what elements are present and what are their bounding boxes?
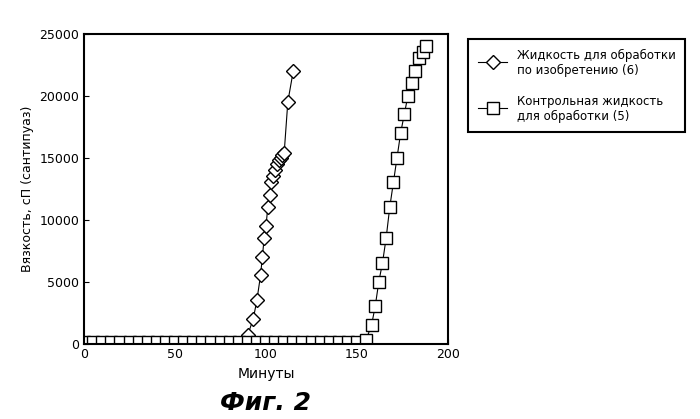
Жидкость для обработки
по изобретению (6)	[256, 273, 265, 278]
Контрольная жидкость
для обработки (5)	[171, 340, 179, 345]
Контрольная жидкость
для обработки (5)	[89, 340, 97, 345]
Контрольная жидкость
для обработки (5)	[198, 340, 206, 345]
Жидкость для обработки
по изобретению (6)	[274, 158, 283, 163]
Контрольная жидкость
для обработки (5)	[253, 340, 261, 345]
Жидкость для обработки
по изобретению (6)	[271, 168, 279, 173]
Контрольная жидкость
для обработки (5)	[389, 180, 398, 185]
Контрольная жидкость
для обработки (5)	[371, 304, 379, 309]
Контрольная жидкость
для обработки (5)	[335, 340, 343, 345]
Контрольная жидкость
для обработки (5)	[271, 340, 279, 345]
Контрольная жидкость
для обработки (5)	[400, 111, 409, 116]
Контрольная жидкость
для обработки (5)	[189, 340, 197, 345]
Контрольная жидкость
для обработки (5)	[411, 68, 419, 73]
Контрольная жидкость
для обработки (5)	[386, 204, 394, 210]
Контрольная жидкость
для обработки (5)	[225, 340, 234, 345]
Контрольная жидкость
для обработки (5)	[216, 340, 225, 345]
Жидкость для обработки
по изобретению (6)	[289, 68, 298, 73]
Контрольная жидкость
для обработки (5)	[382, 235, 391, 241]
Контрольная жидкость
для обработки (5)	[414, 56, 423, 61]
Контрольная жидкость
для обработки (5)	[316, 340, 325, 345]
Жидкость для обработки
по изобретению (6)	[278, 153, 286, 158]
Контрольная жидкость
для обработки (5)	[396, 130, 405, 135]
Жидкость для обработки
по изобретению (6)	[284, 99, 292, 104]
Контрольная жидкость
для обработки (5)	[134, 340, 143, 345]
Контрольная жидкость
для обработки (5)	[116, 340, 125, 345]
Контрольная жидкость
для обработки (5)	[344, 340, 352, 345]
Line: Жидкость для обработки
по изобретению (6): Жидкость для обработки по изобретению (6…	[239, 66, 298, 345]
Y-axis label: Вязкость, сП (сантипуаз): Вязкость, сП (сантипуаз)	[21, 105, 34, 272]
Жидкость для обработки
по изобретению (6)	[267, 180, 276, 185]
Legend: Жидкость для обработки
по изобретению (6), Контрольная жидкость
для обработки (5: Жидкость для обработки по изобретению (6…	[468, 39, 685, 132]
Контрольная жидкость
для обработки (5)	[234, 340, 243, 345]
Контрольная жидкость
для обработки (5)	[374, 279, 383, 284]
Контрольная жидкость
для обработки (5)	[289, 340, 298, 345]
Жидкость для обработки
по изобретению (6)	[249, 316, 258, 321]
Контрольная жидкость
для обработки (5)	[326, 340, 334, 345]
Контрольная жидкость
для обработки (5)	[407, 80, 416, 85]
Контрольная жидкость
для обработки (5)	[419, 49, 427, 54]
Контрольная жидкость
для обработки (5)	[378, 261, 386, 266]
Контрольная жидкость
для обработки (5)	[153, 340, 161, 345]
Контрольная жидкость
для обработки (5)	[362, 337, 370, 342]
Контрольная жидкость
для обработки (5)	[393, 155, 401, 160]
Text: Фиг. 2: Фиг. 2	[220, 391, 312, 415]
Жидкость для обработки
по изобретению (6)	[264, 204, 272, 210]
Контрольная жидкость
для обработки (5)	[307, 340, 316, 345]
Контрольная жидкость
для обработки (5)	[404, 93, 412, 98]
Жидкость для обработки
по изобретению (6)	[265, 192, 274, 197]
Контрольная жидкость
для обработки (5)	[144, 340, 152, 345]
Контрольная жидкость
для обработки (5)	[107, 340, 116, 345]
Line: Контрольная жидкость
для обработки (5): Контрольная жидкость для обработки (5)	[78, 40, 432, 348]
Контрольная жидкость
для обработки (5)	[353, 340, 361, 345]
Контрольная жидкость
для обработки (5)	[244, 340, 252, 345]
Жидкость для обработки
по изобретению (6)	[276, 155, 285, 160]
Жидкость для обработки
по изобретению (6)	[258, 254, 267, 259]
Контрольная жидкость
для обработки (5)	[280, 340, 288, 345]
Жидкость для обработки
по изобретению (6)	[253, 297, 261, 303]
Жидкость для обработки
по изобретению (6)	[269, 173, 277, 178]
Жидкость для обработки
по изобретению (6)	[280, 150, 288, 155]
Жидкость для обработки
по изобретению (6)	[260, 235, 268, 241]
Жидкость для обработки
по изобретению (6)	[273, 161, 281, 166]
Контрольная жидкость
для обработки (5)	[298, 340, 307, 345]
Контрольная жидкость
для обработки (5)	[162, 340, 170, 345]
Контрольная жидкость
для обработки (5)	[422, 44, 430, 49]
Жидкость для обработки
по изобретению (6)	[240, 337, 248, 342]
Контрольная жидкость
для обработки (5)	[262, 340, 270, 345]
Контрольная жидкость
для обработки (5)	[368, 323, 376, 328]
X-axis label: Минуты: Минуты	[237, 367, 295, 381]
Контрольная жидкость
для обработки (5)	[80, 340, 88, 345]
Контрольная жидкость
для обработки (5)	[207, 340, 216, 345]
Контрольная жидкость
для обработки (5)	[180, 340, 188, 345]
Жидкость для обработки
по изобретению (6)	[262, 223, 270, 228]
Жидкость для обработки
по изобретению (6)	[244, 332, 252, 337]
Контрольная жидкость
для обработки (5)	[125, 340, 134, 345]
Контрольная жидкость
для обработки (5)	[98, 340, 106, 345]
